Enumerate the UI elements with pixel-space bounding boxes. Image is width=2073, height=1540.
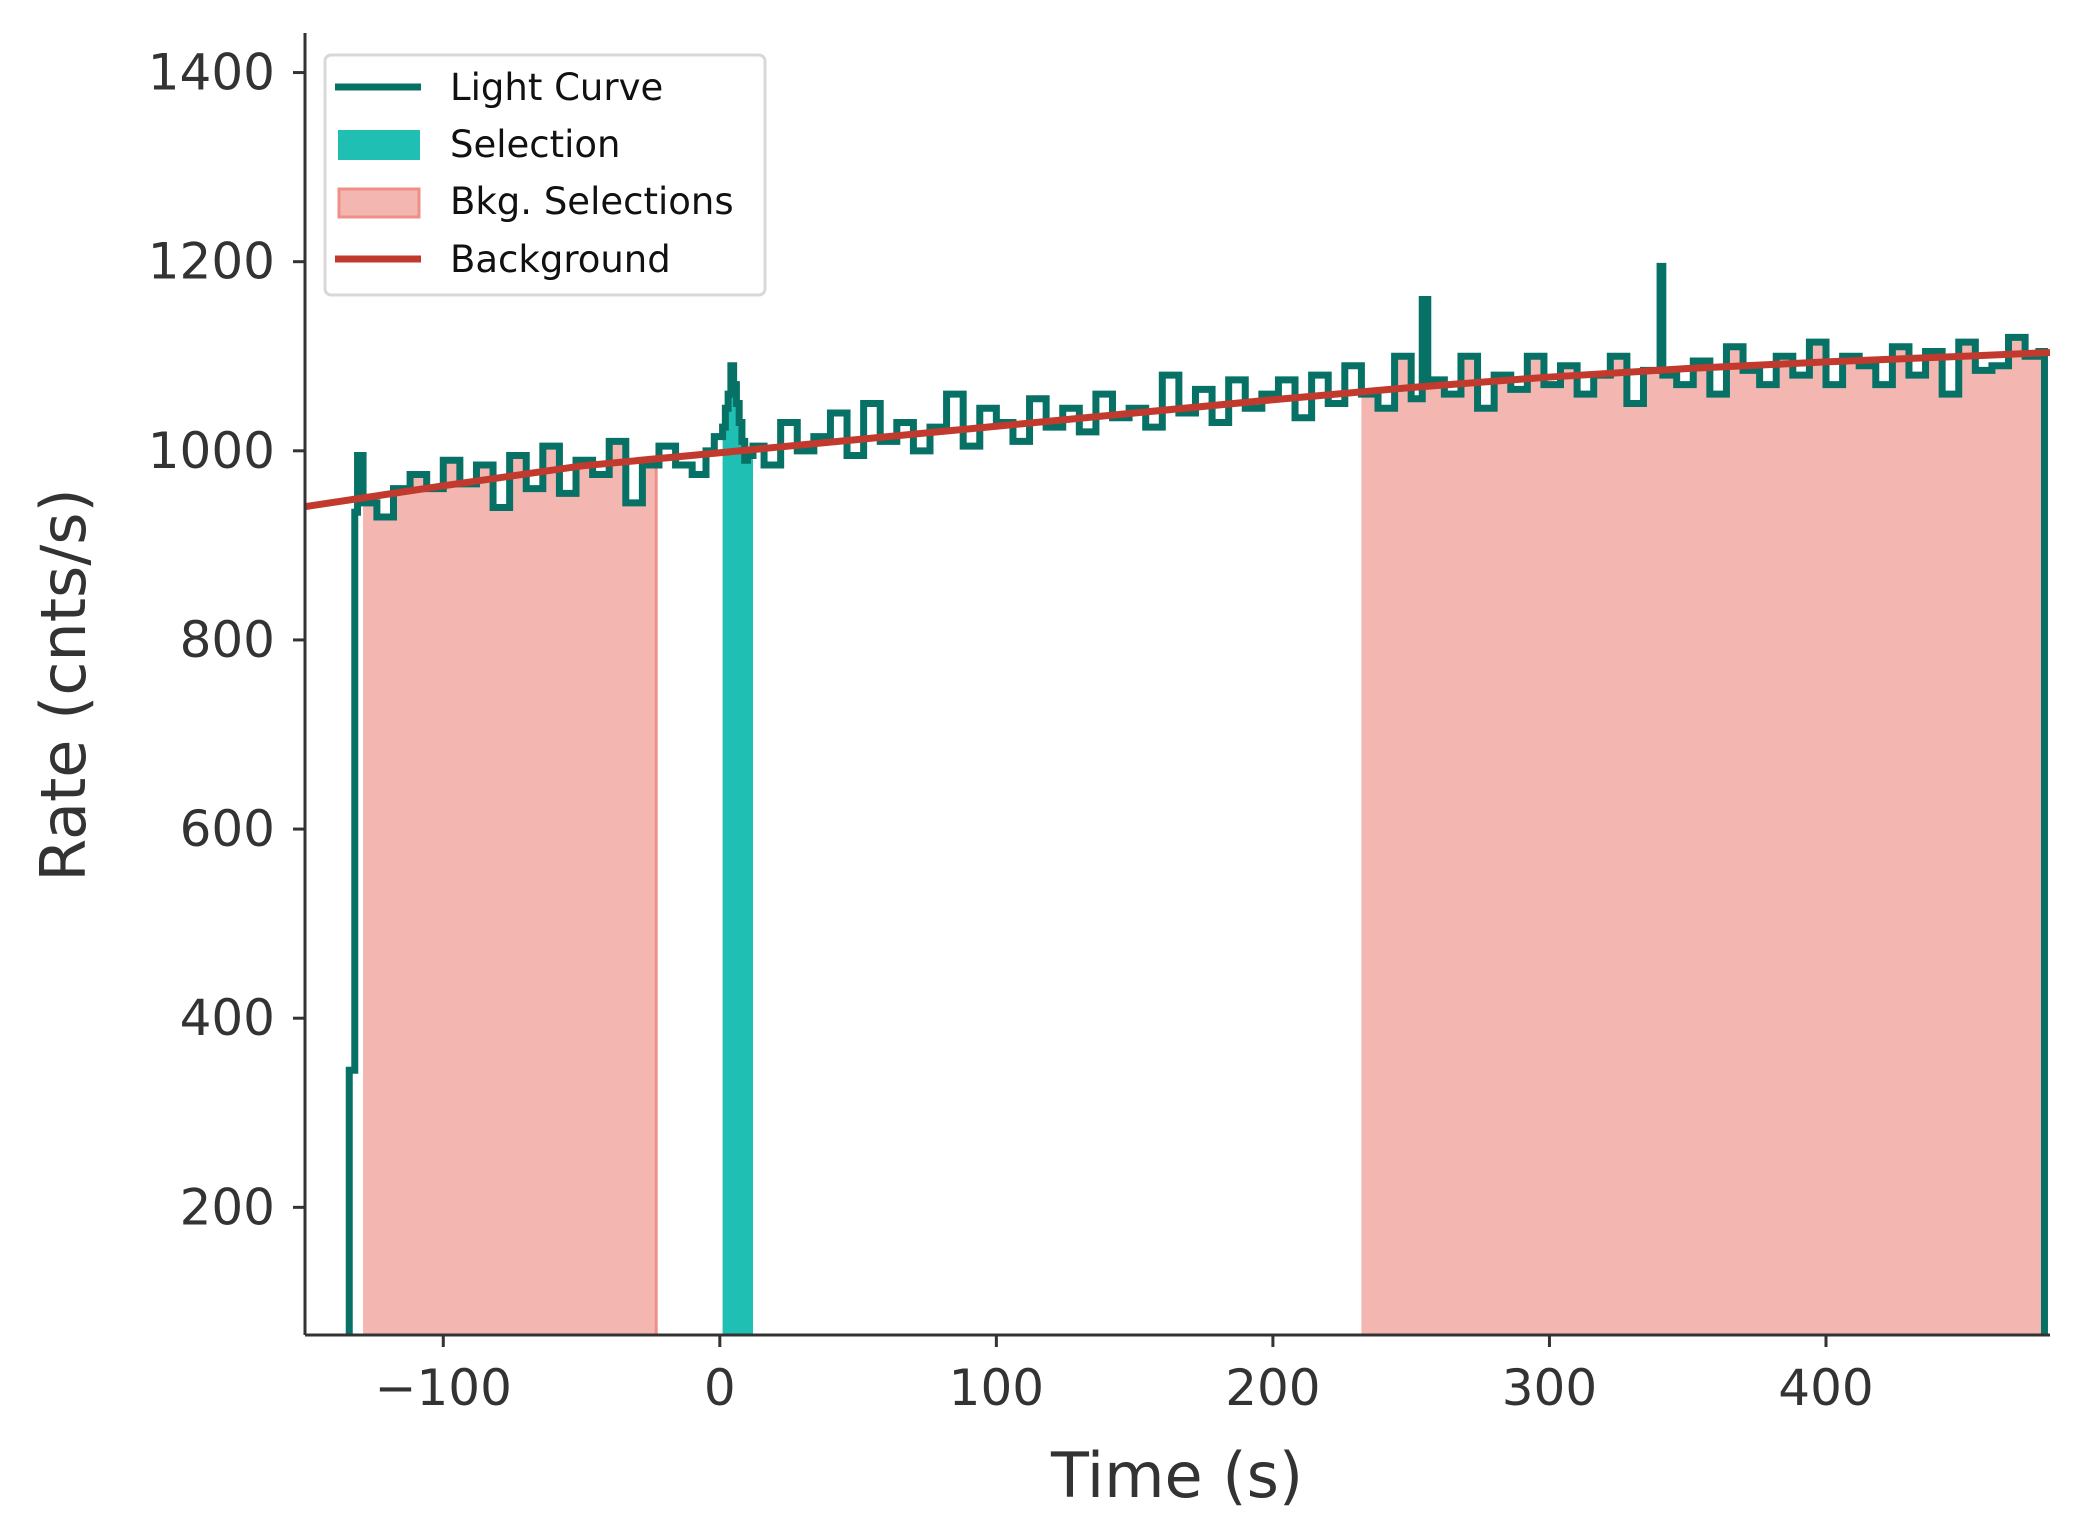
y-tick-label: 400	[180, 989, 275, 1047]
y-axis-label: Rate (cnts/s)	[27, 488, 100, 881]
x-tick-label: 200	[1225, 1359, 1320, 1417]
x-axis-label: Time (s)	[1050, 1439, 1303, 1512]
x-tick-label: 100	[949, 1359, 1044, 1417]
x-tick-label: 400	[1778, 1359, 1873, 1417]
y-tick-label: 200	[180, 1178, 275, 1236]
x-tick-label: 0	[704, 1359, 736, 1417]
y-tick-label: 800	[180, 611, 275, 669]
legend-bkg-selections-label: Bkg. Selections	[450, 180, 734, 223]
bkg-selection-region-1	[1361, 266, 2045, 1335]
legend-selection-swatch	[338, 130, 420, 160]
background-fit-line	[305, 348, 2050, 511]
y-tick-label: 1200	[148, 233, 275, 291]
legend-background-label: Background	[450, 238, 671, 281]
legend-bkg-selections-swatch	[337, 187, 421, 219]
y-tick-label: 600	[180, 800, 275, 858]
legend-selection-label: Selection	[450, 123, 621, 166]
legend-frame	[323, 53, 767, 297]
bkg-selection-region-0	[363, 441, 657, 1335]
legend: Light Curve Selection Bkg. Selections Ba…	[323, 53, 767, 297]
y-tick-label: 1000	[148, 422, 275, 480]
x-tick-label: −100	[375, 1359, 512, 1417]
legend-light-curve-label: Light Curve	[450, 66, 663, 109]
x-tick-label: 300	[1502, 1359, 1597, 1417]
y-tick-label: 1400	[148, 44, 275, 102]
source-selection-region-0	[722, 365, 754, 1335]
